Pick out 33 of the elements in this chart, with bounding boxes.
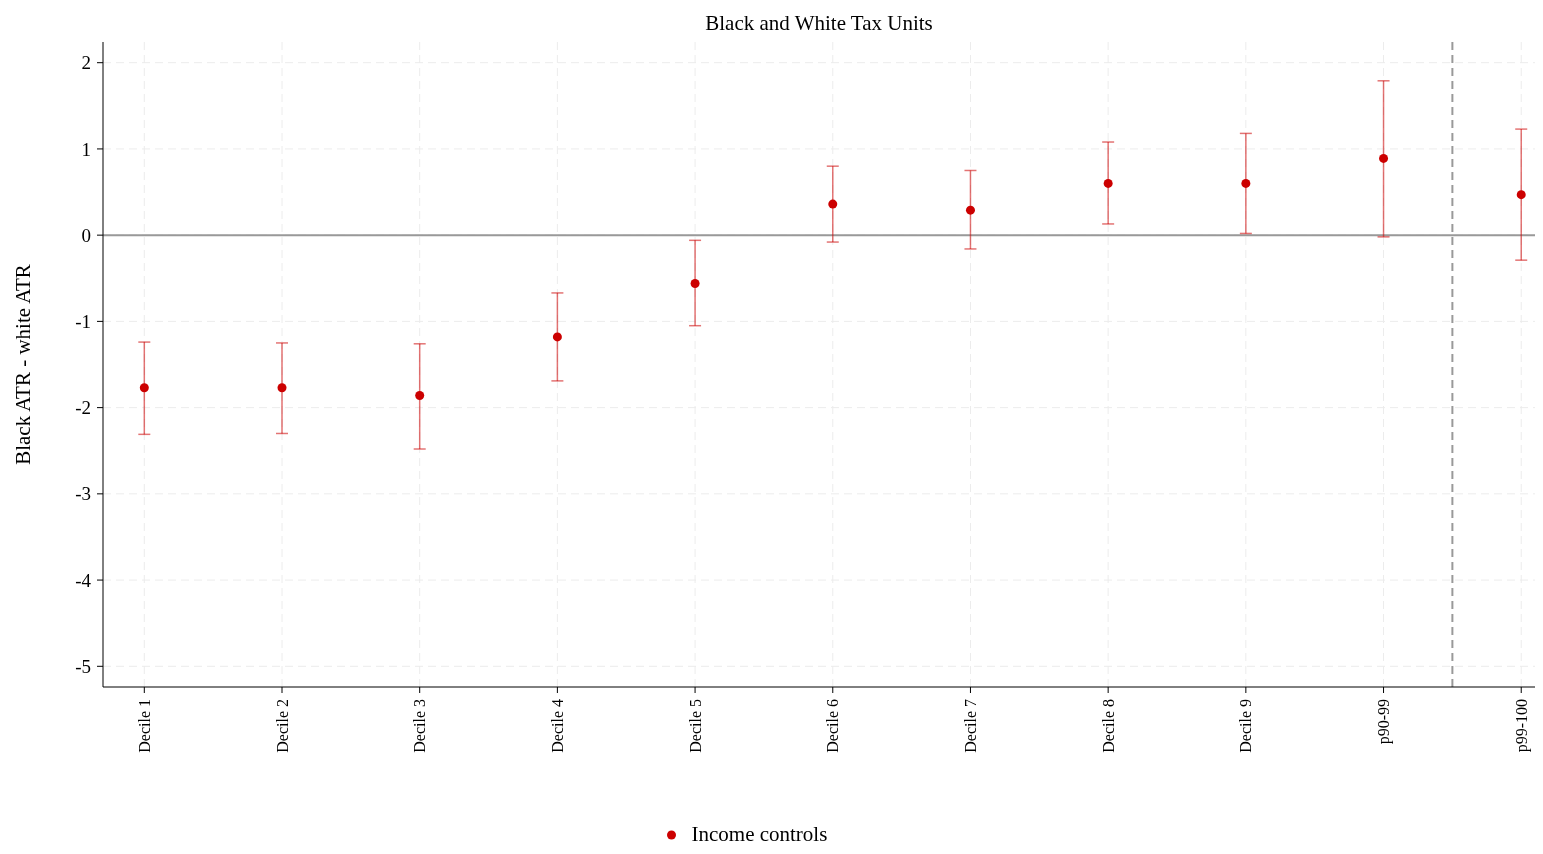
point — [690, 278, 700, 288]
x-tick-label: Decile 7 — [962, 699, 980, 753]
point — [1379, 153, 1389, 163]
x-tick-label: p90-99 — [1375, 699, 1394, 745]
x-tick-label: Decile 5 — [686, 699, 704, 753]
x-tick-label: Decile 1 — [135, 699, 153, 753]
chart-title: Black and White Tax Units — [705, 11, 933, 35]
x-tick-label: Decile 6 — [824, 699, 842, 753]
x-tick-label: Decile 9 — [1237, 699, 1255, 753]
y-axis-title: Black ATR - white ATR — [11, 264, 35, 465]
x-tick-label: Decile 8 — [1099, 699, 1117, 753]
point — [965, 205, 975, 215]
point — [277, 383, 287, 393]
point — [1103, 178, 1113, 188]
point — [1241, 178, 1251, 188]
y-tick-label: -3 — [75, 483, 91, 505]
point — [139, 383, 149, 393]
y-tick-label: 1 — [81, 138, 91, 160]
point — [415, 391, 425, 401]
x-tick-label: Decile 3 — [411, 699, 429, 753]
y-tick-label: 2 — [81, 52, 91, 74]
point — [1516, 190, 1526, 200]
y-tick-label: -4 — [75, 569, 92, 591]
y-tick-label: -1 — [75, 311, 91, 333]
legend-label: Income controls — [691, 822, 828, 846]
y-tick-label: 0 — [81, 224, 91, 246]
y-tick-label: -2 — [75, 397, 91, 419]
x-tick-label: Decile 4 — [548, 699, 566, 753]
point — [552, 332, 562, 342]
point — [828, 199, 838, 209]
y-tick-label: -5 — [75, 655, 91, 677]
x-tick-label: Decile 2 — [273, 699, 291, 753]
x-tick-label: p99-100 — [1512, 699, 1531, 753]
